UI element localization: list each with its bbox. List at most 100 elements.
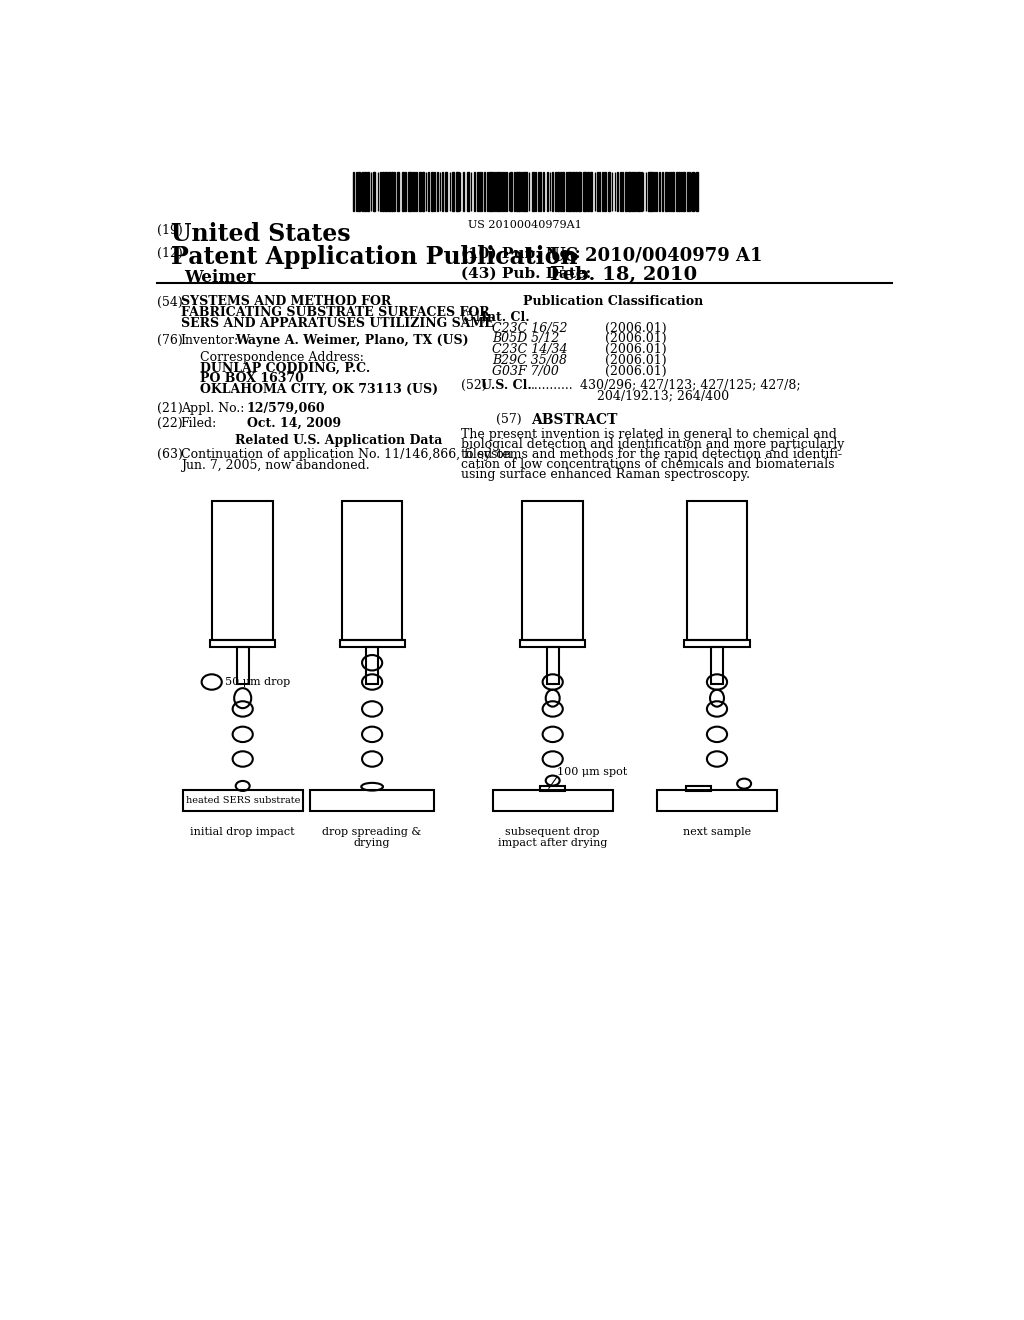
Text: biological detection and identification and more particularly: biological detection and identification … [461, 438, 845, 451]
Text: (2006.01): (2006.01) [604, 333, 667, 346]
Text: 50 μm drop: 50 μm drop [225, 677, 290, 686]
Text: (76): (76) [158, 334, 183, 347]
Text: SYSTEMS AND METHOD FOR: SYSTEMS AND METHOD FOR [180, 296, 391, 309]
Text: Continuation of application No. 11/146,866, filed on: Continuation of application No. 11/146,8… [180, 447, 511, 461]
Text: 100 μm spot: 100 μm spot [557, 767, 627, 777]
Bar [579, 173, 581, 211]
Bar [452, 173, 455, 211]
Bar [367, 173, 369, 211]
Text: Inventor:: Inventor: [180, 334, 239, 347]
Bar [572, 173, 573, 211]
Text: Appl. No.:: Appl. No.: [180, 401, 244, 414]
Text: Wayne A. Weimer, Plano, TX (US): Wayne A. Weimer, Plano, TX (US) [234, 334, 469, 347]
Text: (22): (22) [158, 417, 183, 430]
Text: Filed:: Filed: [180, 417, 217, 430]
Bar [483, 173, 485, 211]
Bar [670, 173, 672, 211]
Text: (2006.01): (2006.01) [604, 322, 667, 335]
Text: (2006.01): (2006.01) [604, 343, 667, 356]
Text: US 20100040979A1: US 20100040979A1 [468, 220, 582, 230]
Bar [401, 173, 403, 211]
Bar [597, 173, 598, 211]
Bar [428, 173, 429, 211]
Text: Feb. 18, 2010: Feb. 18, 2010 [550, 267, 697, 284]
Text: initial drop impact: initial drop impact [190, 826, 295, 837]
Bar [352, 173, 354, 211]
Text: DUNLAP CODDING, P.C.: DUNLAP CODDING, P.C. [200, 362, 371, 375]
Text: 430/296; 427/123; 427/125; 427/8;: 430/296; 427/123; 427/125; 427/8; [580, 379, 801, 392]
Bar [431, 173, 432, 211]
Text: Jun. 7, 2005, now abandoned.: Jun. 7, 2005, now abandoned. [180, 459, 370, 471]
Text: Weimer: Weimer [183, 268, 255, 285]
Bar [510, 173, 512, 211]
Text: B29C 35/08: B29C 35/08 [493, 354, 567, 367]
Text: U.S. Cl.: U.S. Cl. [480, 379, 531, 392]
Bar [412, 173, 414, 211]
Text: FABRICATING SUBSTRATE SURFACES FOR: FABRICATING SUBSTRATE SURFACES FOR [180, 306, 489, 319]
Bar [237, 647, 249, 684]
Bar [630, 173, 631, 211]
Text: 12/579,060: 12/579,060 [247, 401, 326, 414]
Bar [681, 173, 682, 211]
Text: US 2010/0040979 A1: US 2010/0040979 A1 [550, 247, 763, 265]
Bar [687, 173, 688, 211]
Bar [686, 785, 711, 792]
Text: (51): (51) [461, 312, 487, 323]
Text: heated SERS substrate: heated SERS substrate [186, 796, 300, 805]
Bar [665, 173, 668, 211]
Bar [657, 789, 777, 812]
Bar [394, 173, 395, 211]
Text: The present invention is related in general to chemical and: The present invention is related in gene… [461, 428, 838, 441]
Bar [373, 173, 375, 211]
Bar [637, 173, 640, 211]
Text: to systems and methods for the rapid detection and identifi-: to systems and methods for the rapid det… [461, 447, 843, 461]
Bar [212, 502, 273, 640]
Bar [520, 640, 586, 647]
Text: C23C 14/34: C23C 14/34 [493, 343, 567, 356]
Bar [489, 173, 490, 211]
Text: ...........: ........... [531, 379, 573, 392]
Bar [672, 173, 675, 211]
Text: Int. Cl.: Int. Cl. [480, 312, 529, 323]
Bar [458, 173, 459, 211]
Text: C23C 16/52: C23C 16/52 [493, 322, 567, 335]
Bar [658, 173, 660, 211]
Bar [474, 173, 475, 211]
Text: cation of low concentrations of chemicals and biomaterials: cation of low concentrations of chemical… [461, 458, 835, 471]
Bar [404, 173, 407, 211]
Bar [604, 173, 606, 211]
Text: United States: United States [171, 222, 350, 246]
Bar [365, 173, 366, 211]
Text: (21): (21) [158, 401, 183, 414]
Bar [380, 173, 381, 211]
Bar [547, 173, 548, 211]
Text: (63): (63) [158, 447, 183, 461]
Text: Oct. 14, 2009: Oct. 14, 2009 [247, 417, 341, 430]
Bar [183, 789, 303, 812]
Bar [467, 173, 469, 211]
Bar [410, 173, 411, 211]
Text: subsequent drop
impact after drying: subsequent drop impact after drying [498, 826, 607, 849]
Text: (12): (12) [158, 247, 183, 260]
Bar [650, 173, 652, 211]
Bar [358, 173, 359, 211]
Text: G03F 7/00: G03F 7/00 [493, 364, 559, 378]
Bar [385, 173, 387, 211]
Text: Publication Classification: Publication Classification [523, 296, 703, 309]
Bar [625, 173, 627, 211]
Bar [388, 173, 390, 211]
Bar [711, 647, 723, 684]
Bar [687, 502, 748, 640]
Bar [522, 502, 583, 640]
Text: (57): (57) [496, 412, 522, 425]
Bar [493, 789, 613, 812]
Bar [587, 173, 589, 211]
Bar [535, 173, 537, 211]
Text: OKLAHOMA CITY, OK 73113 (US): OKLAHOMA CITY, OK 73113 (US) [200, 383, 438, 396]
Bar [684, 640, 750, 647]
Bar [516, 173, 518, 211]
Text: PO BOX 16370: PO BOX 16370 [200, 372, 304, 385]
Bar [397, 173, 399, 211]
Bar [585, 173, 586, 211]
Bar [523, 173, 525, 211]
